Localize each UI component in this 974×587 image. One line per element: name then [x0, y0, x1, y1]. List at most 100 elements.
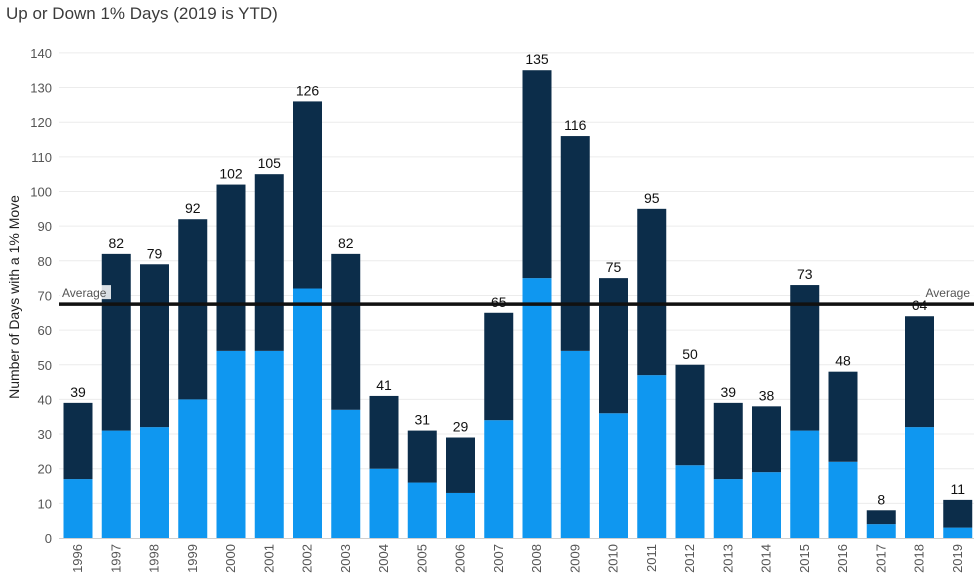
bar-2014-upper: [752, 406, 781, 473]
x-tick-label-2008: 2008: [529, 544, 544, 573]
data-label-2009: 116: [564, 117, 587, 133]
average-label-left: Average: [62, 286, 107, 300]
x-tick-label-2006: 2006: [453, 544, 468, 573]
x-tick-label-2018: 2018: [912, 544, 927, 573]
data-label-2007: 65: [491, 294, 507, 310]
bar-1996-upper: [63, 402, 93, 480]
y-axis-title: Number of Days with a 1% Move: [6, 195, 22, 399]
bar-2015-lower: [790, 430, 820, 538]
data-label-1997: 82: [108, 235, 124, 251]
bar-2013-upper: [713, 402, 743, 480]
bar-2004-lower: [369, 468, 399, 538]
bar-2012-upper: [675, 364, 705, 466]
data-label-1999: 92: [185, 200, 201, 216]
bar-2006-upper: [446, 437, 475, 493]
data-label-2004: 41: [376, 377, 392, 393]
bar-2018-lower: [905, 427, 934, 538]
y-tick-label-110: 110: [31, 150, 52, 165]
y-tick-label-10: 10: [38, 496, 52, 511]
data-label-2014: 38: [759, 387, 775, 403]
bar-2019-upper: [943, 499, 973, 528]
data-label-2002: 126: [296, 82, 320, 98]
data-label-2017: 8: [877, 491, 885, 507]
bar-2004-upper: [369, 395, 399, 469]
bar-1999-upper: [178, 219, 208, 400]
bar-2008-lower: [522, 278, 552, 538]
bar-2000-lower: [216, 350, 246, 538]
bar-1998-upper: [140, 264, 169, 428]
x-tick-label-2009: 2009: [567, 544, 582, 573]
bar-2009-upper: [560, 136, 590, 351]
bar-2017-lower: [866, 524, 896, 538]
x-tick-label-2013: 2013: [720, 544, 735, 573]
x-tick-label-2005: 2005: [414, 544, 429, 573]
bar-2002-lower: [293, 288, 322, 538]
x-tick-label-2011: 2011: [644, 544, 659, 572]
bar-2013-lower: [713, 479, 743, 538]
y-tick-label-20: 20: [38, 462, 52, 477]
y-tick-label-130: 130: [30, 81, 52, 96]
bar-2007-upper: [484, 312, 514, 421]
bar-2010-lower: [599, 413, 628, 538]
bar-2003-lower: [331, 409, 361, 538]
y-tick-label-90: 90: [38, 219, 52, 234]
average-line-group: Average Average: [59, 285, 974, 306]
bar-2010-upper: [599, 278, 628, 414]
x-tick-label-2004: 2004: [376, 544, 391, 573]
data-label-2018: 64: [912, 297, 928, 313]
data-label-2015: 73: [797, 266, 813, 282]
bar-1997-lower: [101, 430, 131, 538]
x-tick-label-2007: 2007: [491, 544, 506, 573]
y-tick-label-100: 100: [30, 185, 52, 200]
x-tick-label-2002: 2002: [300, 544, 315, 573]
bar-2008-upper: [522, 70, 552, 279]
x-tick-label-2016: 2016: [835, 544, 850, 573]
bar-1999-lower: [178, 399, 208, 538]
y-axis-ticks: 0 10 20 30 40 50 60 70 80 90 100 110 120 130 140: [30, 46, 52, 546]
bar-2012-lower: [675, 465, 705, 538]
data-label-2013: 39: [720, 384, 736, 400]
y-tick-label-120: 120: [30, 115, 52, 130]
data-label-2019: 11: [950, 481, 965, 497]
y-tick-label-140: 140: [30, 46, 52, 61]
y-tick-label-70: 70: [38, 288, 52, 303]
bar-2011-upper: [637, 208, 667, 376]
x-tick-label-1999: 1999: [185, 544, 200, 573]
average-label-left-bg: [60, 285, 111, 300]
bar-2002-upper: [293, 101, 322, 289]
data-label-2005: 31: [414, 412, 430, 428]
chart-title: Up or Down 1% Days (2019 is YTD): [6, 4, 278, 23]
data-label-2008: 135: [525, 51, 549, 67]
data-label-2000: 102: [219, 166, 243, 182]
data-label-1996: 39: [70, 384, 86, 400]
data-label-2003: 82: [338, 235, 354, 251]
bar-2017-upper: [866, 510, 896, 525]
y-tick-label-50: 50: [38, 358, 52, 373]
bars: [63, 70, 973, 538]
bar-2001-lower: [254, 350, 284, 538]
x-tick-label-1996: 1996: [70, 544, 85, 573]
y-tick-label-80: 80: [38, 254, 52, 269]
bar-2016-upper: [828, 371, 858, 462]
bar-2016-lower: [828, 461, 858, 538]
x-tick-label-2014: 2014: [759, 544, 774, 573]
bar-2007-lower: [484, 420, 514, 538]
bar-1996-lower: [63, 479, 93, 538]
bar-2006-lower: [446, 492, 475, 538]
bar-2015-upper: [790, 285, 820, 431]
y-tick-label-0: 0: [45, 531, 52, 546]
data-label-1998: 79: [147, 245, 163, 261]
bar-2000-upper: [216, 184, 246, 351]
x-tick-label-2000: 2000: [223, 544, 238, 573]
data-label-2006: 29: [453, 419, 469, 435]
bar-2018-upper: [905, 316, 934, 428]
x-tick-label-2003: 2003: [338, 544, 353, 573]
data-label-2012: 50: [682, 346, 698, 362]
x-tick-label-2015: 2015: [797, 544, 812, 573]
x-tick-label-2017: 2017: [873, 544, 888, 573]
bar-2011-lower: [637, 375, 667, 538]
y-tick-label-30: 30: [38, 427, 52, 442]
bar-2001-upper: [254, 174, 284, 351]
y-tick-label-60: 60: [38, 323, 52, 338]
